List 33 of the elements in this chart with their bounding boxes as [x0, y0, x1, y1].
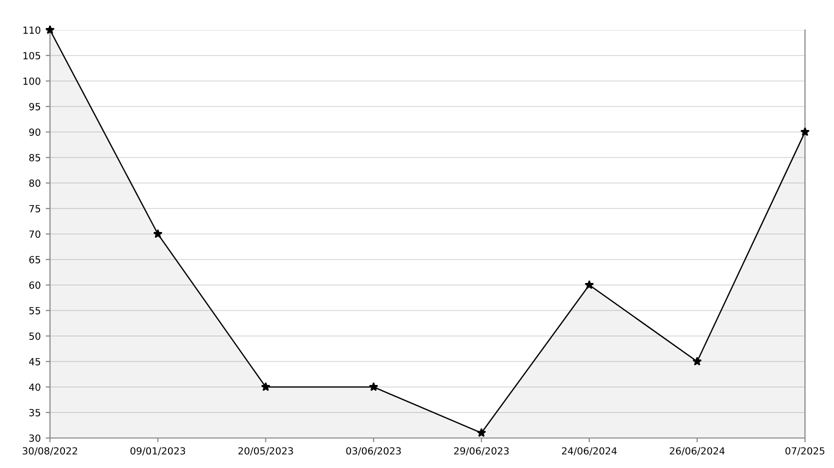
- y-tick-label: 75: [29, 205, 40, 212]
- x-tick-label: 07/2025: [785, 447, 824, 456]
- y-tick-label: 45: [29, 358, 40, 366]
- y-tick-label: 85: [29, 154, 40, 162]
- x-tick-label: 30/08/2022: [22, 447, 78, 456]
- y-tick-label: 110: [23, 26, 40, 34]
- x-tick-label: 20/05/2023: [238, 447, 293, 456]
- y-tick-label: 95: [29, 102, 40, 110]
- point: [692, 356, 702, 366]
- y-tick-label: 55: [29, 307, 40, 314]
- x-tick-label: 29/06/2023: [454, 447, 509, 456]
- y-tick-label: 40: [29, 383, 40, 391]
- point: [261, 382, 270, 392]
- y-tick-label: 70: [29, 230, 40, 238]
- x-tick-label: 26/06/2024: [670, 447, 725, 456]
- y-tick-label: 90: [29, 128, 40, 136]
- y-tick-label: 35: [29, 408, 40, 416]
- y-tick-label: 105: [23, 52, 40, 60]
- y-tick-label: 30: [29, 434, 40, 442]
- y-tick-label: 50: [29, 332, 40, 340]
- y-tick-label: 65: [29, 256, 40, 264]
- x-tick-label: 24/06/2024: [562, 447, 617, 456]
- point: [153, 229, 163, 238]
- x-tick-label: 09/01/2023: [130, 447, 186, 456]
- y-tick-label: 60: [29, 281, 40, 289]
- point: [45, 25, 55, 34]
- x-tick-label: 03/06/2023: [346, 447, 401, 456]
- y-tick-label: 100: [23, 77, 40, 85]
- point: [368, 382, 378, 392]
- point: [584, 280, 594, 290]
- point: [800, 127, 810, 136]
- y-tick-label: 80: [29, 179, 40, 187]
- point: [476, 428, 486, 437]
